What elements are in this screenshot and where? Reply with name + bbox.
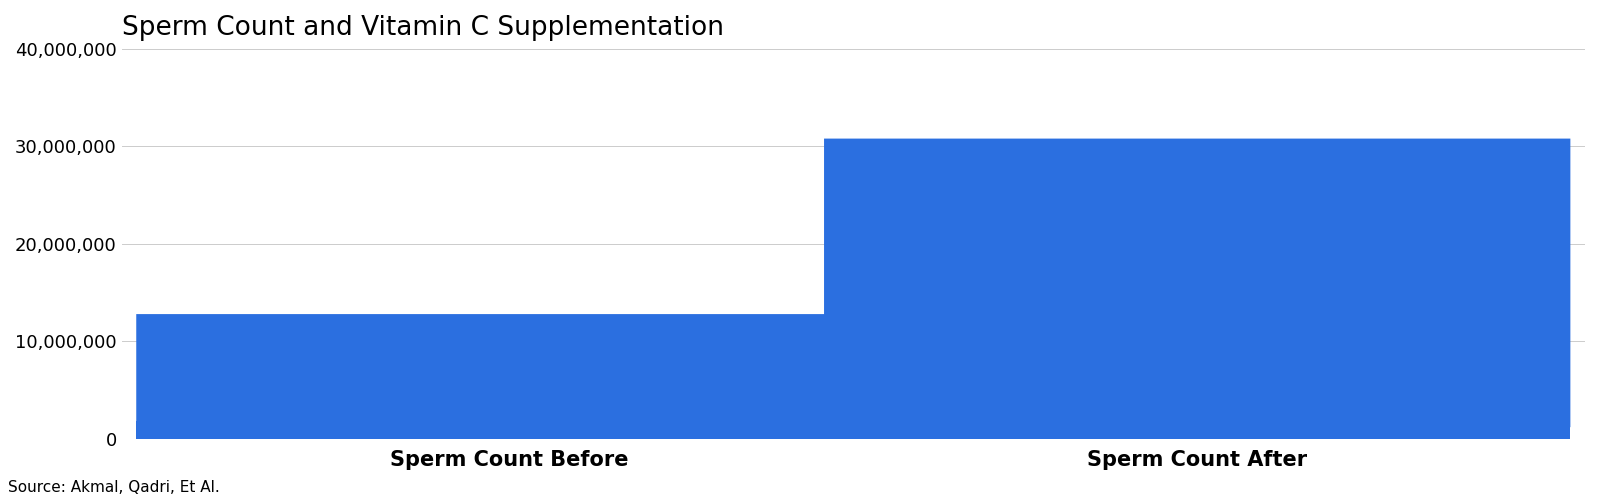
FancyBboxPatch shape bbox=[136, 314, 883, 427]
Bar bbox=[136, 439, 883, 458]
Bar bbox=[824, 439, 1570, 458]
Bar bbox=[824, 422, 1570, 439]
Bar bbox=[136, 422, 883, 439]
Text: Sperm Count and Vitamin C Supplementation: Sperm Count and Vitamin C Supplementatio… bbox=[122, 15, 723, 41]
FancyBboxPatch shape bbox=[824, 138, 1570, 427]
Text: Source: Akmal, Qadri, Et Al.: Source: Akmal, Qadri, Et Al. bbox=[8, 480, 219, 495]
